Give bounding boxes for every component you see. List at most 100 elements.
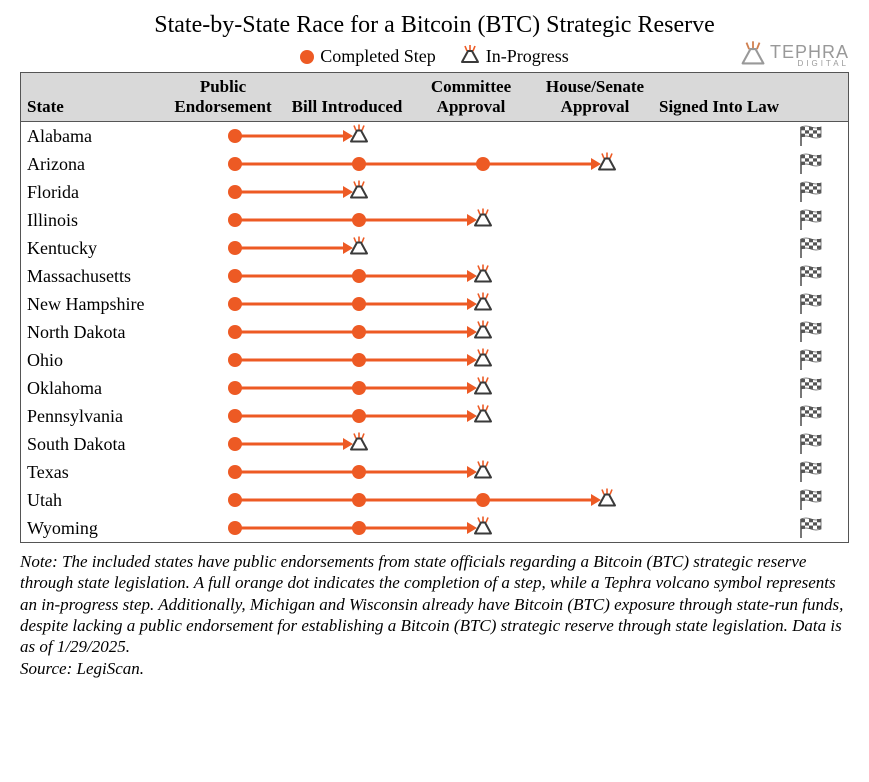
checkered-flag-icon [798, 517, 824, 539]
in-progress-volcano-icon [349, 433, 369, 456]
progress-track [161, 150, 781, 178]
state-name: South Dakota [21, 434, 161, 455]
completed-dot-icon [352, 353, 366, 367]
checkered-flag-icon [798, 265, 824, 287]
completed-dot-icon [228, 325, 242, 339]
completed-dot-icon [352, 409, 366, 423]
checkered-flag-icon [798, 209, 824, 231]
progress-track [161, 206, 781, 234]
completed-dot-icon [228, 185, 242, 199]
completed-dot-icon [228, 437, 242, 451]
volcano-icon [349, 125, 369, 143]
finish-flag [781, 517, 841, 539]
state-row: Florida [21, 178, 848, 206]
tephra-logo: TEPHRA DIGITAL [740, 41, 849, 70]
completed-dot-icon [228, 521, 242, 535]
state-row: Ohio [21, 346, 848, 374]
finish-flag [781, 237, 841, 259]
checkered-flag-icon [798, 237, 824, 259]
completed-dot-icon [228, 213, 242, 227]
progress-track [161, 402, 781, 430]
state-name: North Dakota [21, 322, 161, 343]
state-name: Utah [21, 490, 161, 511]
state-row: Illinois [21, 206, 848, 234]
in-progress-volcano-icon [349, 181, 369, 204]
volcano-icon [597, 489, 617, 507]
completed-dot-icon [228, 157, 242, 171]
progress-track [161, 430, 781, 458]
volcano-icon [597, 153, 617, 171]
finish-flag [781, 433, 841, 455]
logo-volcano-icon [740, 41, 766, 65]
volcano-icon [473, 209, 493, 227]
in-progress-volcano-icon [473, 321, 493, 344]
col-header-step-3: House/Senate Approval [533, 77, 657, 117]
checkered-flag-icon [798, 405, 824, 427]
progress-track [161, 234, 781, 262]
state-row: Texas [21, 458, 848, 486]
finish-flag [781, 125, 841, 147]
progress-track [161, 290, 781, 318]
volcano-icon [460, 45, 480, 68]
completed-dot-icon [228, 493, 242, 507]
progress-track [161, 346, 781, 374]
state-name: Oklahoma [21, 378, 161, 399]
in-progress-volcano-icon [473, 377, 493, 400]
volcano-icon [349, 181, 369, 199]
state-name: Texas [21, 462, 161, 483]
completed-dot-icon [352, 213, 366, 227]
completed-dot-icon [300, 50, 314, 64]
volcano-icon [473, 321, 493, 339]
progress-track [161, 374, 781, 402]
completed-dot-icon [476, 493, 490, 507]
state-row: New Hampshire [21, 290, 848, 318]
completed-dot-icon [228, 129, 242, 143]
checkered-flag-icon [798, 293, 824, 315]
state-name: Florida [21, 182, 161, 203]
state-row: South Dakota [21, 430, 848, 458]
volcano-icon [473, 265, 493, 283]
finish-flag [781, 461, 841, 483]
progress-track [161, 262, 781, 290]
volcano-icon [460, 45, 480, 63]
state-row: Wyoming [21, 514, 848, 542]
completed-dot-icon [228, 381, 242, 395]
finish-flag [781, 265, 841, 287]
source-line: Source: LegiScan. [20, 659, 849, 679]
completed-dot-icon [352, 521, 366, 535]
state-name: Alabama [21, 126, 161, 147]
in-progress-volcano-icon [473, 517, 493, 540]
data-rows-container: Alabama Arizona Florida Illinois [21, 122, 848, 542]
completed-dot-icon [228, 297, 242, 311]
checkered-flag-icon [798, 433, 824, 455]
volcano-icon [473, 377, 493, 395]
state-name: Wyoming [21, 518, 161, 539]
state-row: Alabama [21, 122, 848, 150]
state-row: Arizona [21, 150, 848, 178]
in-progress-volcano-icon [473, 461, 493, 484]
finish-flag [781, 321, 841, 343]
progress-track [161, 178, 781, 206]
volcano-icon [349, 433, 369, 451]
progress-track [161, 458, 781, 486]
logo-volcano-icon [740, 41, 766, 70]
completed-dot-icon [352, 269, 366, 283]
state-name: Illinois [21, 210, 161, 231]
in-progress-volcano-icon [597, 489, 617, 512]
state-row: Kentucky [21, 234, 848, 262]
state-row: Massachusetts [21, 262, 848, 290]
state-name: Massachusetts [21, 266, 161, 287]
checkered-flag-icon [798, 349, 824, 371]
volcano-icon [349, 237, 369, 255]
completed-dot-icon [228, 241, 242, 255]
legend-in-progress: In-Progress [460, 45, 569, 68]
legend-in-progress-label: In-Progress [486, 46, 569, 67]
legend-completed-label: Completed Step [320, 46, 436, 67]
finish-flag [781, 293, 841, 315]
volcano-icon [473, 405, 493, 423]
state-name: Arizona [21, 154, 161, 175]
checkered-flag-icon [798, 181, 824, 203]
footnote: Note: The included states have public en… [20, 551, 849, 657]
legend-completed: Completed Step [300, 46, 436, 67]
progress-track [161, 318, 781, 346]
